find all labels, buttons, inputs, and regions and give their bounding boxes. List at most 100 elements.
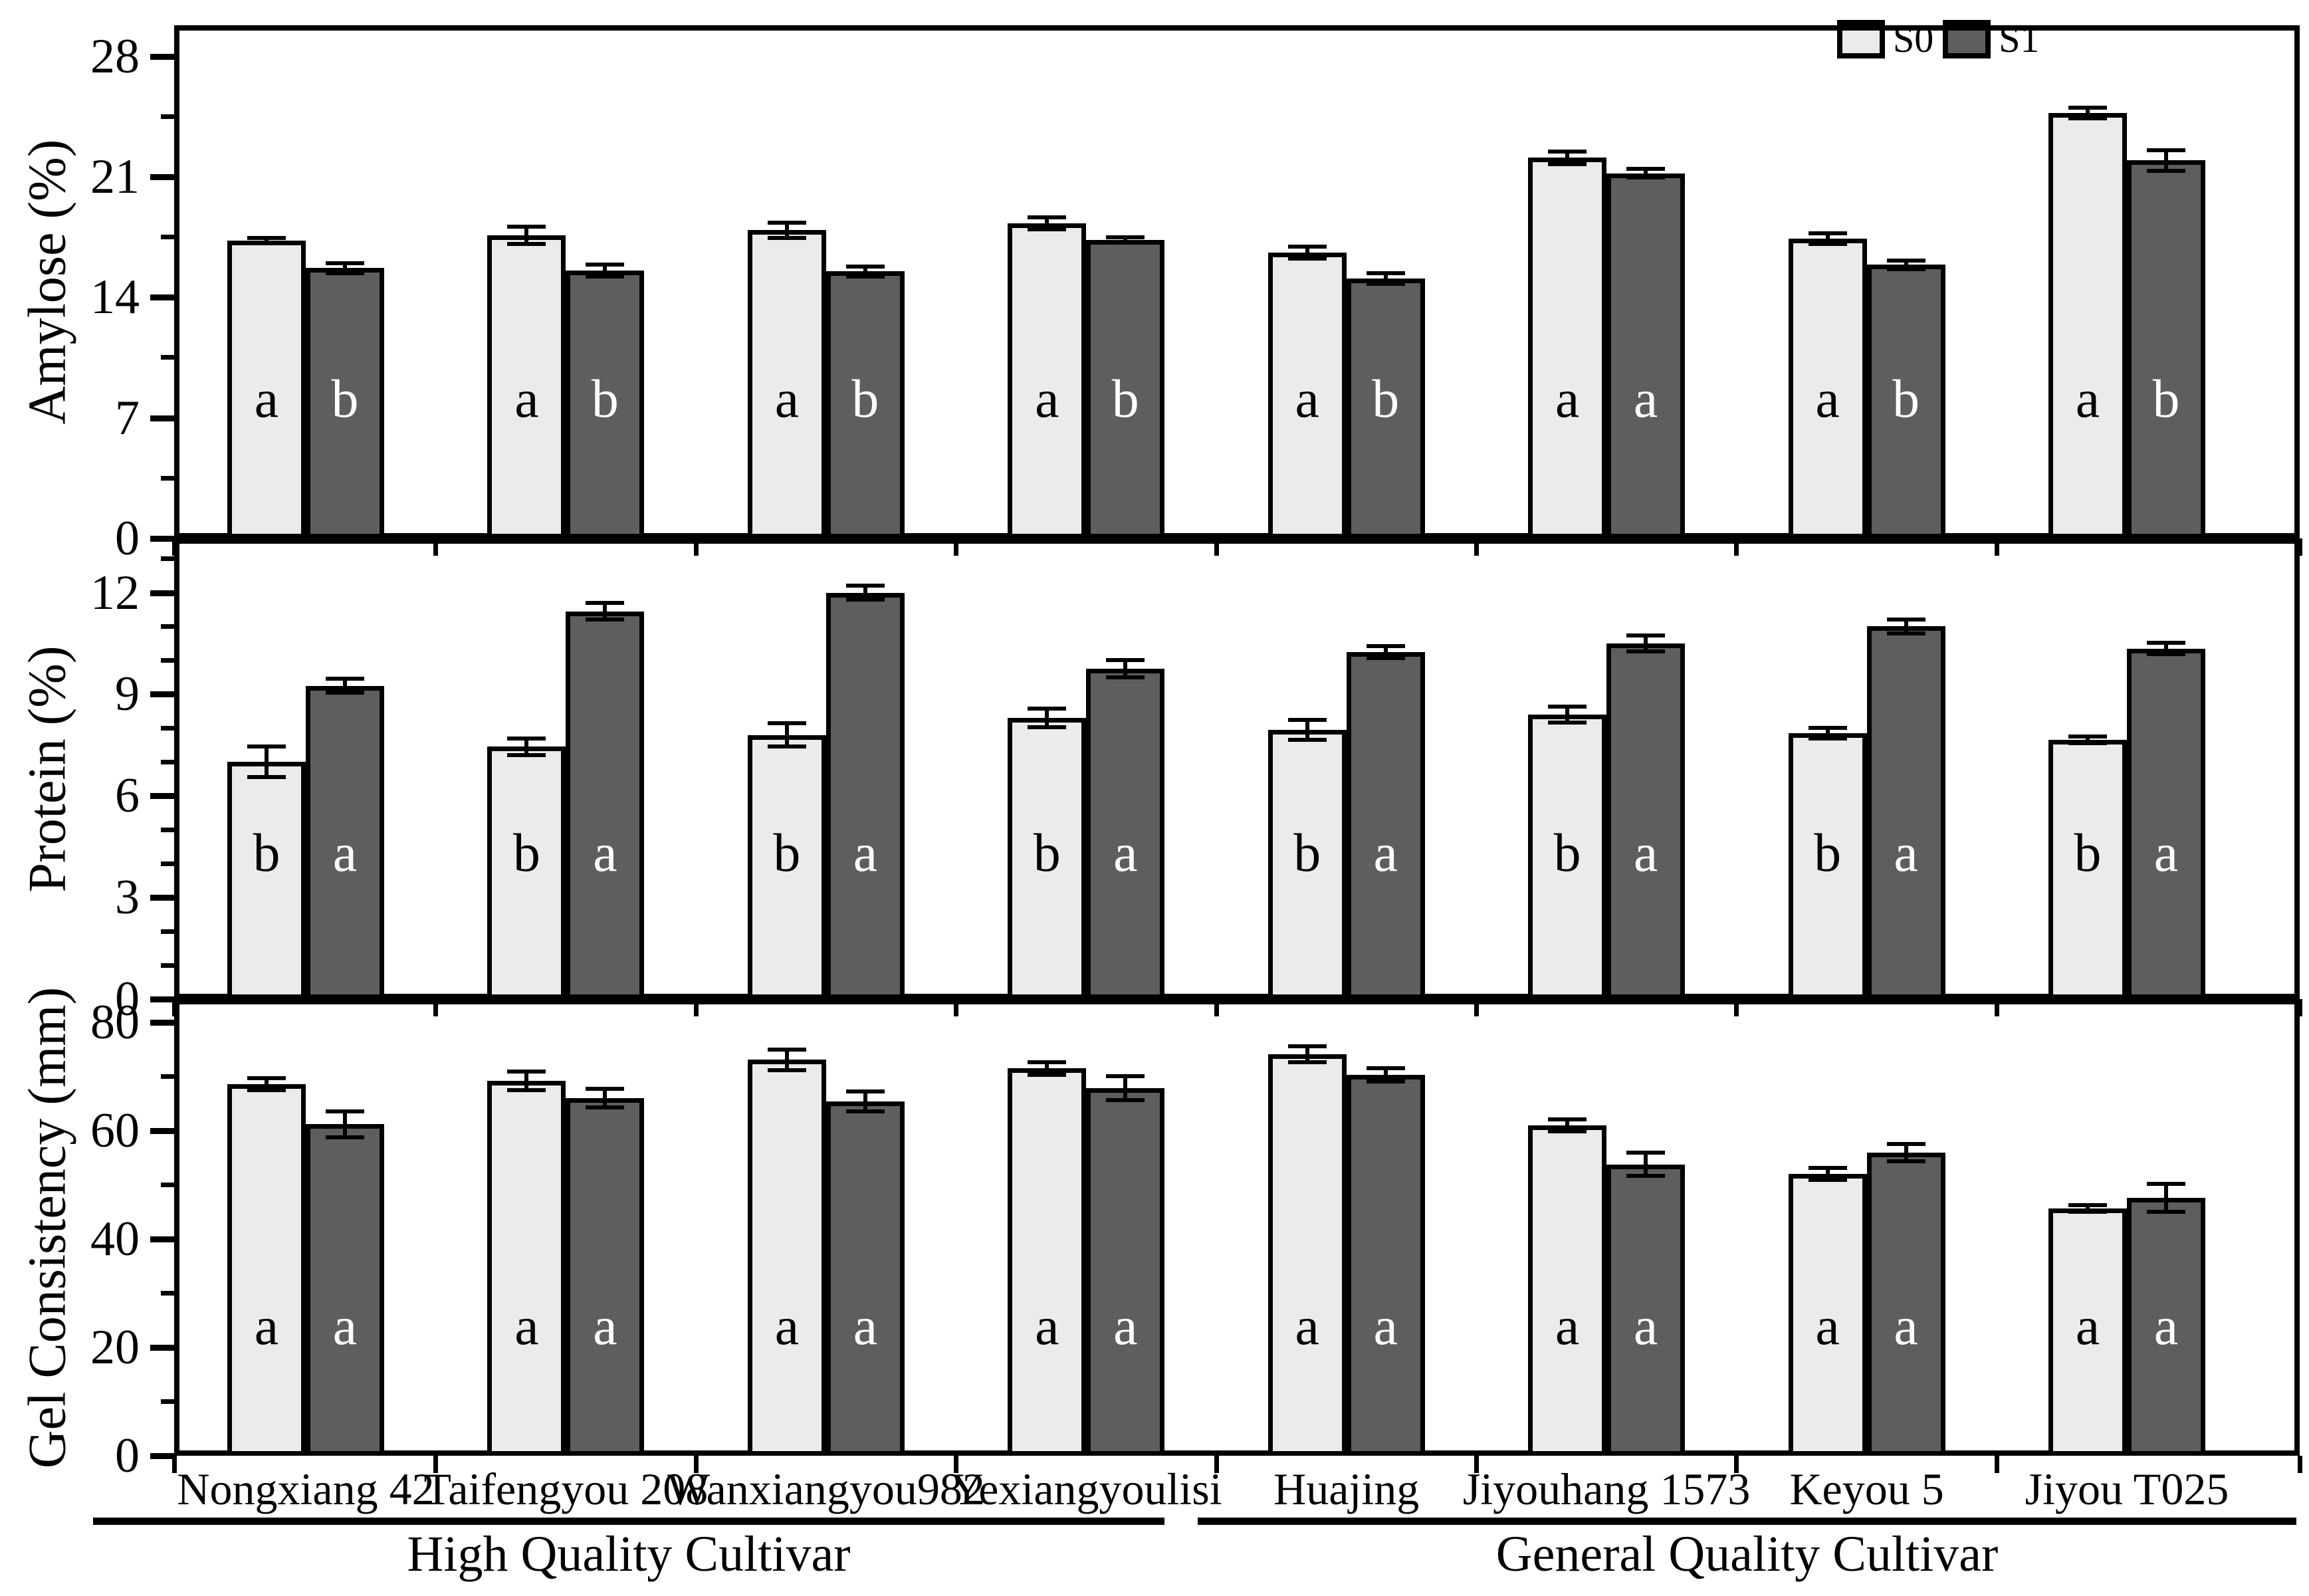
error-cap-top	[1366, 1066, 1405, 1071]
bar-s1-Huajing	[1346, 278, 1425, 538]
x-category-label: Wanxiangyou982	[667, 1464, 985, 1514]
significance-letter: b	[2152, 368, 2180, 429]
pair-boundary-tick	[693, 538, 699, 556]
error-whisker	[524, 227, 529, 244]
error-cap-top	[1626, 633, 1666, 638]
error-cap-bottom	[1548, 162, 1587, 166]
pair-boundary-tick	[1734, 538, 1739, 556]
error-whisker	[1305, 246, 1309, 259]
error-cap-bottom	[247, 241, 286, 245]
error-cap-bottom	[507, 242, 546, 246]
error-cap-bottom	[247, 1087, 286, 1092]
significance-letter: a	[254, 368, 279, 429]
pair-boundary-tick	[1734, 999, 1739, 1016]
error-whisker	[603, 602, 607, 620]
y-tick-label: 28	[90, 29, 140, 84]
error-cap-top	[1287, 717, 1327, 722]
significance-letter: b	[253, 822, 280, 883]
group-label: General Quality Cultivar	[1495, 1526, 1999, 1582]
y-tick-label: 12	[90, 565, 140, 620]
y-tick-label: 7	[115, 390, 140, 445]
significance-letter: a	[332, 1296, 358, 1356]
panel-frame-2	[174, 999, 2300, 1456]
y-major-tick	[150, 1128, 174, 1135]
group-underline	[1198, 1518, 2296, 1525]
error-cap-top	[845, 584, 885, 588]
y-minor-tick	[161, 929, 174, 934]
error-cap-bottom	[507, 1087, 546, 1092]
error-cap-bottom	[1287, 1060, 1327, 1065]
error-whisker	[2164, 150, 2168, 171]
significance-letter: a	[593, 1296, 617, 1356]
significance-letter: a	[514, 368, 539, 429]
significance-letter: a	[853, 1296, 878, 1356]
error-cap-top	[507, 225, 546, 229]
bar-s1-Jiyou T025	[2127, 1198, 2205, 1456]
pair-boundary-tick	[1214, 538, 1219, 556]
error-cap-top	[2147, 641, 2185, 645]
pair-boundary-tick	[1474, 1456, 1479, 1473]
bar-s0-Huajing	[1267, 252, 1347, 538]
bar-s0-Huajing	[1267, 1054, 1347, 1456]
error-whisker	[1904, 260, 1908, 269]
bar-s1-Keyou 5	[1866, 1152, 1945, 1456]
error-cap-top	[1548, 705, 1587, 709]
pair-boundary-tick	[1734, 1456, 1739, 1473]
y-major-tick	[150, 1345, 174, 1351]
significance-letter: a	[2153, 822, 2179, 883]
error-cap-top	[1028, 215, 1067, 219]
y-minor-tick	[161, 759, 174, 764]
y-minor-tick	[161, 475, 174, 481]
y-tick-label: 80	[90, 995, 140, 1050]
significance-letter: a	[1035, 368, 1059, 429]
error-cap-top	[767, 1047, 806, 1052]
pair-boundary-tick	[2297, 1456, 2302, 1473]
group-label: High Quality Cultivar	[407, 1526, 851, 1582]
bar-s0-Taifengyou 208	[487, 746, 566, 999]
error-whisker	[1565, 1119, 1570, 1131]
error-cap-bottom	[326, 271, 364, 276]
error-cap-bottom	[1366, 281, 1405, 286]
group-underline	[93, 1518, 1164, 1525]
y-minor-tick	[161, 624, 174, 629]
error-cap-top	[247, 235, 286, 240]
significance-letter: a	[1633, 1296, 1658, 1356]
error-whisker	[1045, 708, 1049, 728]
y-minor-tick	[161, 657, 174, 663]
error-cap-top	[1366, 643, 1405, 648]
y-minor-tick	[161, 963, 174, 968]
bar-s0-Jiyouhang 1573	[1528, 714, 1607, 999]
panel-frame-1	[174, 538, 2300, 999]
y-minor-tick	[161, 827, 174, 832]
x-category-label: Taifengyou 208	[423, 1464, 709, 1514]
bar-s1-Jiyouhang 1573	[1606, 643, 1686, 999]
error-cap-top	[1106, 658, 1145, 663]
error-cap-top	[2147, 1181, 2185, 1186]
y-major-tick	[150, 294, 174, 301]
error-whisker	[1305, 1046, 1309, 1063]
error-whisker	[1644, 169, 1648, 178]
error-whisker	[1045, 1062, 1049, 1076]
y-tick-label: 3	[115, 870, 140, 925]
pair-boundary-tick	[433, 1456, 439, 1473]
error-whisker	[784, 723, 789, 747]
error-cap-bottom	[1548, 1129, 1587, 1133]
error-cap-bottom	[1287, 257, 1327, 261]
bar-s1-Taifengyou 208	[566, 1098, 645, 1456]
y-major-tick	[150, 895, 174, 901]
error-cap-bottom	[2068, 116, 2107, 120]
error-whisker	[524, 738, 529, 756]
error-cap-bottom	[1028, 725, 1067, 730]
significance-letter: b	[773, 822, 801, 883]
y-tick-label: 6	[115, 768, 140, 824]
error-whisker	[1644, 635, 1648, 651]
y-tick-label: 9	[115, 667, 140, 722]
error-cap-bottom	[1886, 267, 1925, 271]
error-whisker	[1565, 707, 1570, 723]
error-cap-top	[2068, 1203, 2107, 1208]
bar-s0-Nongxiang 42	[227, 1083, 306, 1456]
significance-letter: a	[853, 822, 878, 883]
y-major-tick	[150, 996, 174, 1002]
error-cap-top	[507, 736, 546, 741]
error-whisker	[2164, 1183, 2168, 1212]
